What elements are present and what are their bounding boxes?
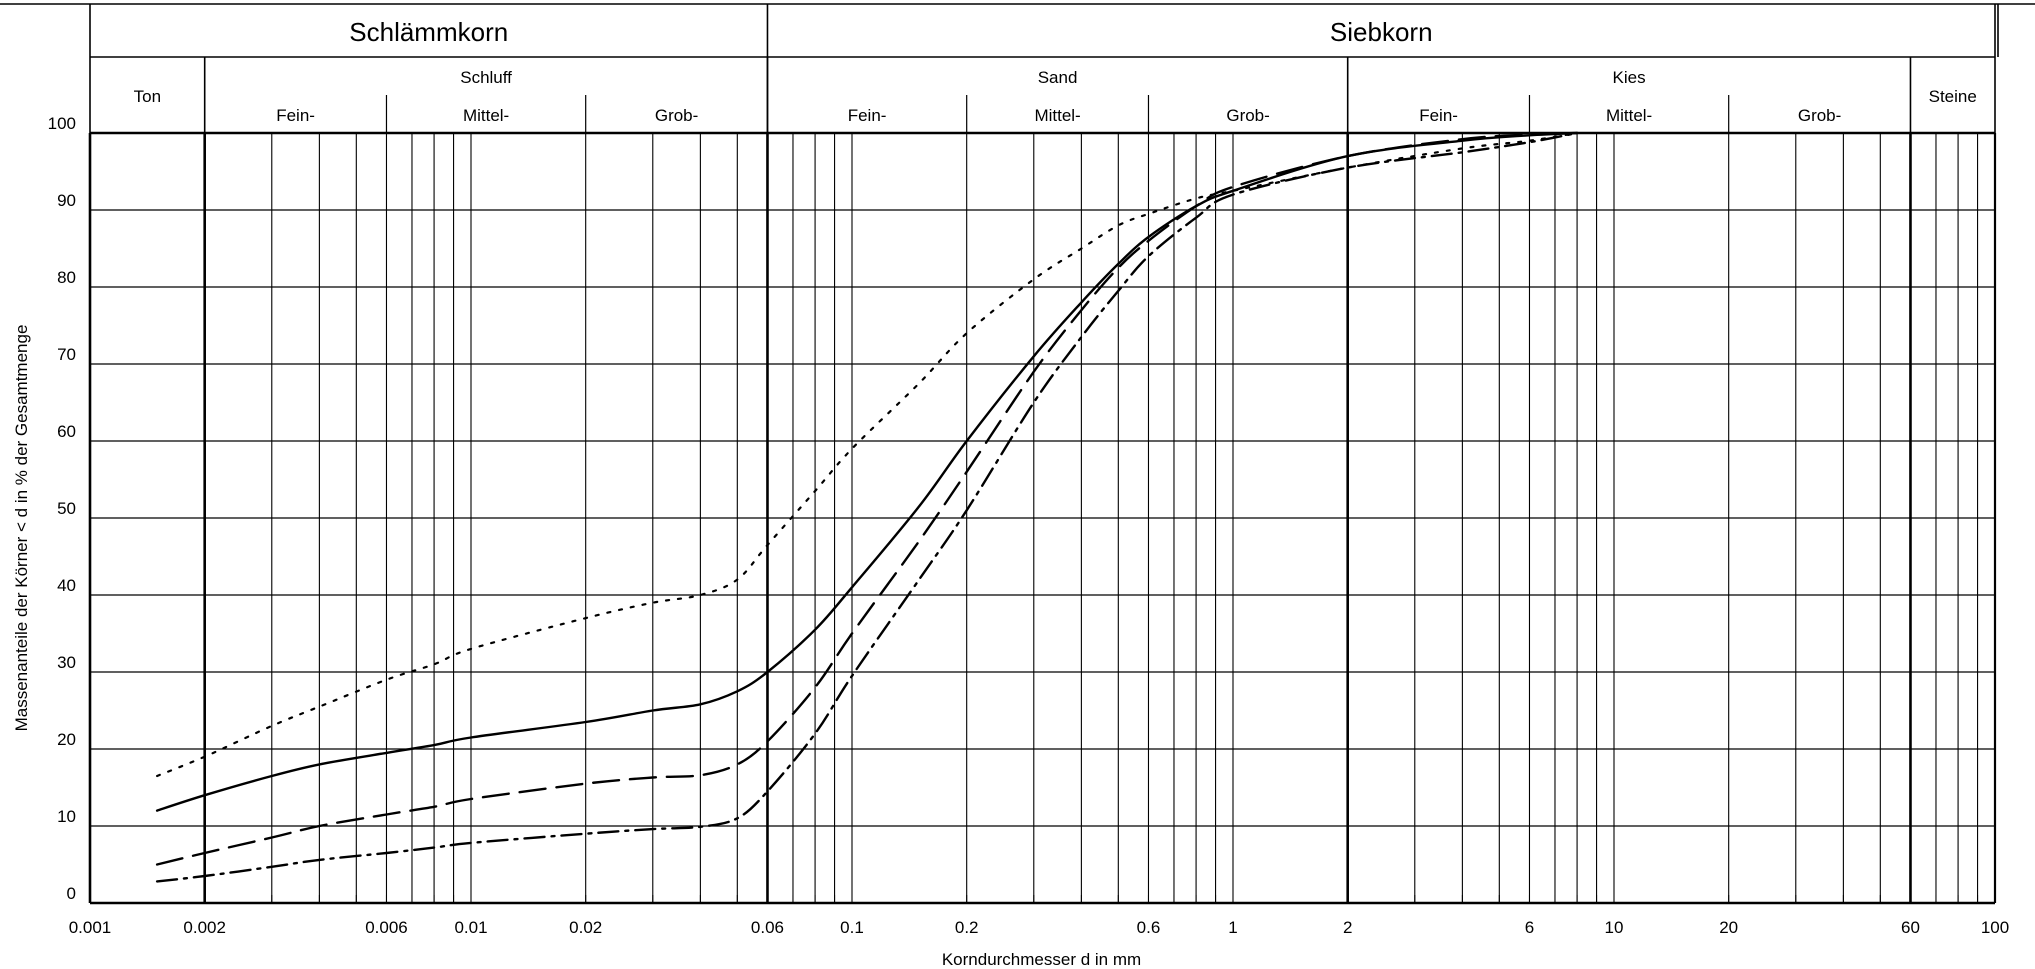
y-tick-label: 100 [48,114,76,133]
x-tick-label: 0.06 [751,918,784,937]
y-axis-label: Massenanteile der Körner < d in % der Ge… [12,325,31,732]
fraction-label: Sand [1038,68,1078,87]
x-tick-label: 2 [1343,918,1352,937]
series-dashdot-line [155,131,1579,883]
y-tick-label: 20 [57,730,76,749]
subfraction-label: Grob- [655,106,698,125]
subfraction-label: Mittel- [1606,106,1652,125]
x-tick-label: 10 [1605,918,1624,937]
grid [90,133,1995,903]
x-tick-label: 0.02 [569,918,602,937]
y-tick-label: 60 [57,422,76,441]
subfraction-label: Fein- [848,106,887,125]
x-tick-label: 0.1 [840,918,864,937]
axes: Korndurchmesser d in mm Massenanteile de… [12,114,2009,969]
subfraction-label: Mittel- [1034,106,1080,125]
x-tick-label: 0.2 [955,918,979,937]
fraction-label: Ton [134,87,161,106]
subfraction-label: Fein- [1419,106,1458,125]
subfraction-label: Fein- [276,106,315,125]
x-axis-label: Korndurchmesser d in mm [942,950,1141,969]
subfraction-label: Grob- [1798,106,1841,125]
group-label: Siebkorn [1330,17,1433,47]
plot-frame [88,131,1997,905]
y-tick-label: 0 [67,884,76,903]
classification-header: Schlämmkorn Siebkorn Ton Schluff Sand Kies Ste… [89,4,1996,133]
x-tick-label: 0.001 [69,918,112,937]
subfraction-label: Mittel- [463,106,509,125]
x-tick-label: 6 [1525,918,1534,937]
x-tick-label: 0.002 [183,918,226,937]
fraction-label: Kies [1613,68,1646,87]
y-tick-label: 50 [57,499,76,518]
series-curves [155,131,1579,883]
x-tick-label: 20 [1719,918,1738,937]
x-tick-label: 100 [1981,918,2009,937]
subfraction-label: Grob- [1226,106,1269,125]
y-tick-label: 30 [57,653,76,672]
x-tick-label: 60 [1901,918,1920,937]
y-tick-label: 80 [57,268,76,287]
series-solid-line [155,131,1579,812]
group-label: Schlämmkorn [349,17,508,47]
y-tick-label: 10 [57,807,76,826]
x-tick-label: 0.6 [1137,918,1161,937]
series-dashed-line [155,131,1579,866]
y-tick-label: 90 [57,191,76,210]
fraction-label: Steine [1929,87,1977,106]
y-tick-label: 40 [57,576,76,595]
y-tick-label: 70 [57,345,76,364]
x-tick-label: 0.006 [365,918,408,937]
x-tick-label: 1 [1228,918,1237,937]
x-tick-label: 0.01 [454,918,487,937]
fraction-label: Schluff [460,68,512,87]
